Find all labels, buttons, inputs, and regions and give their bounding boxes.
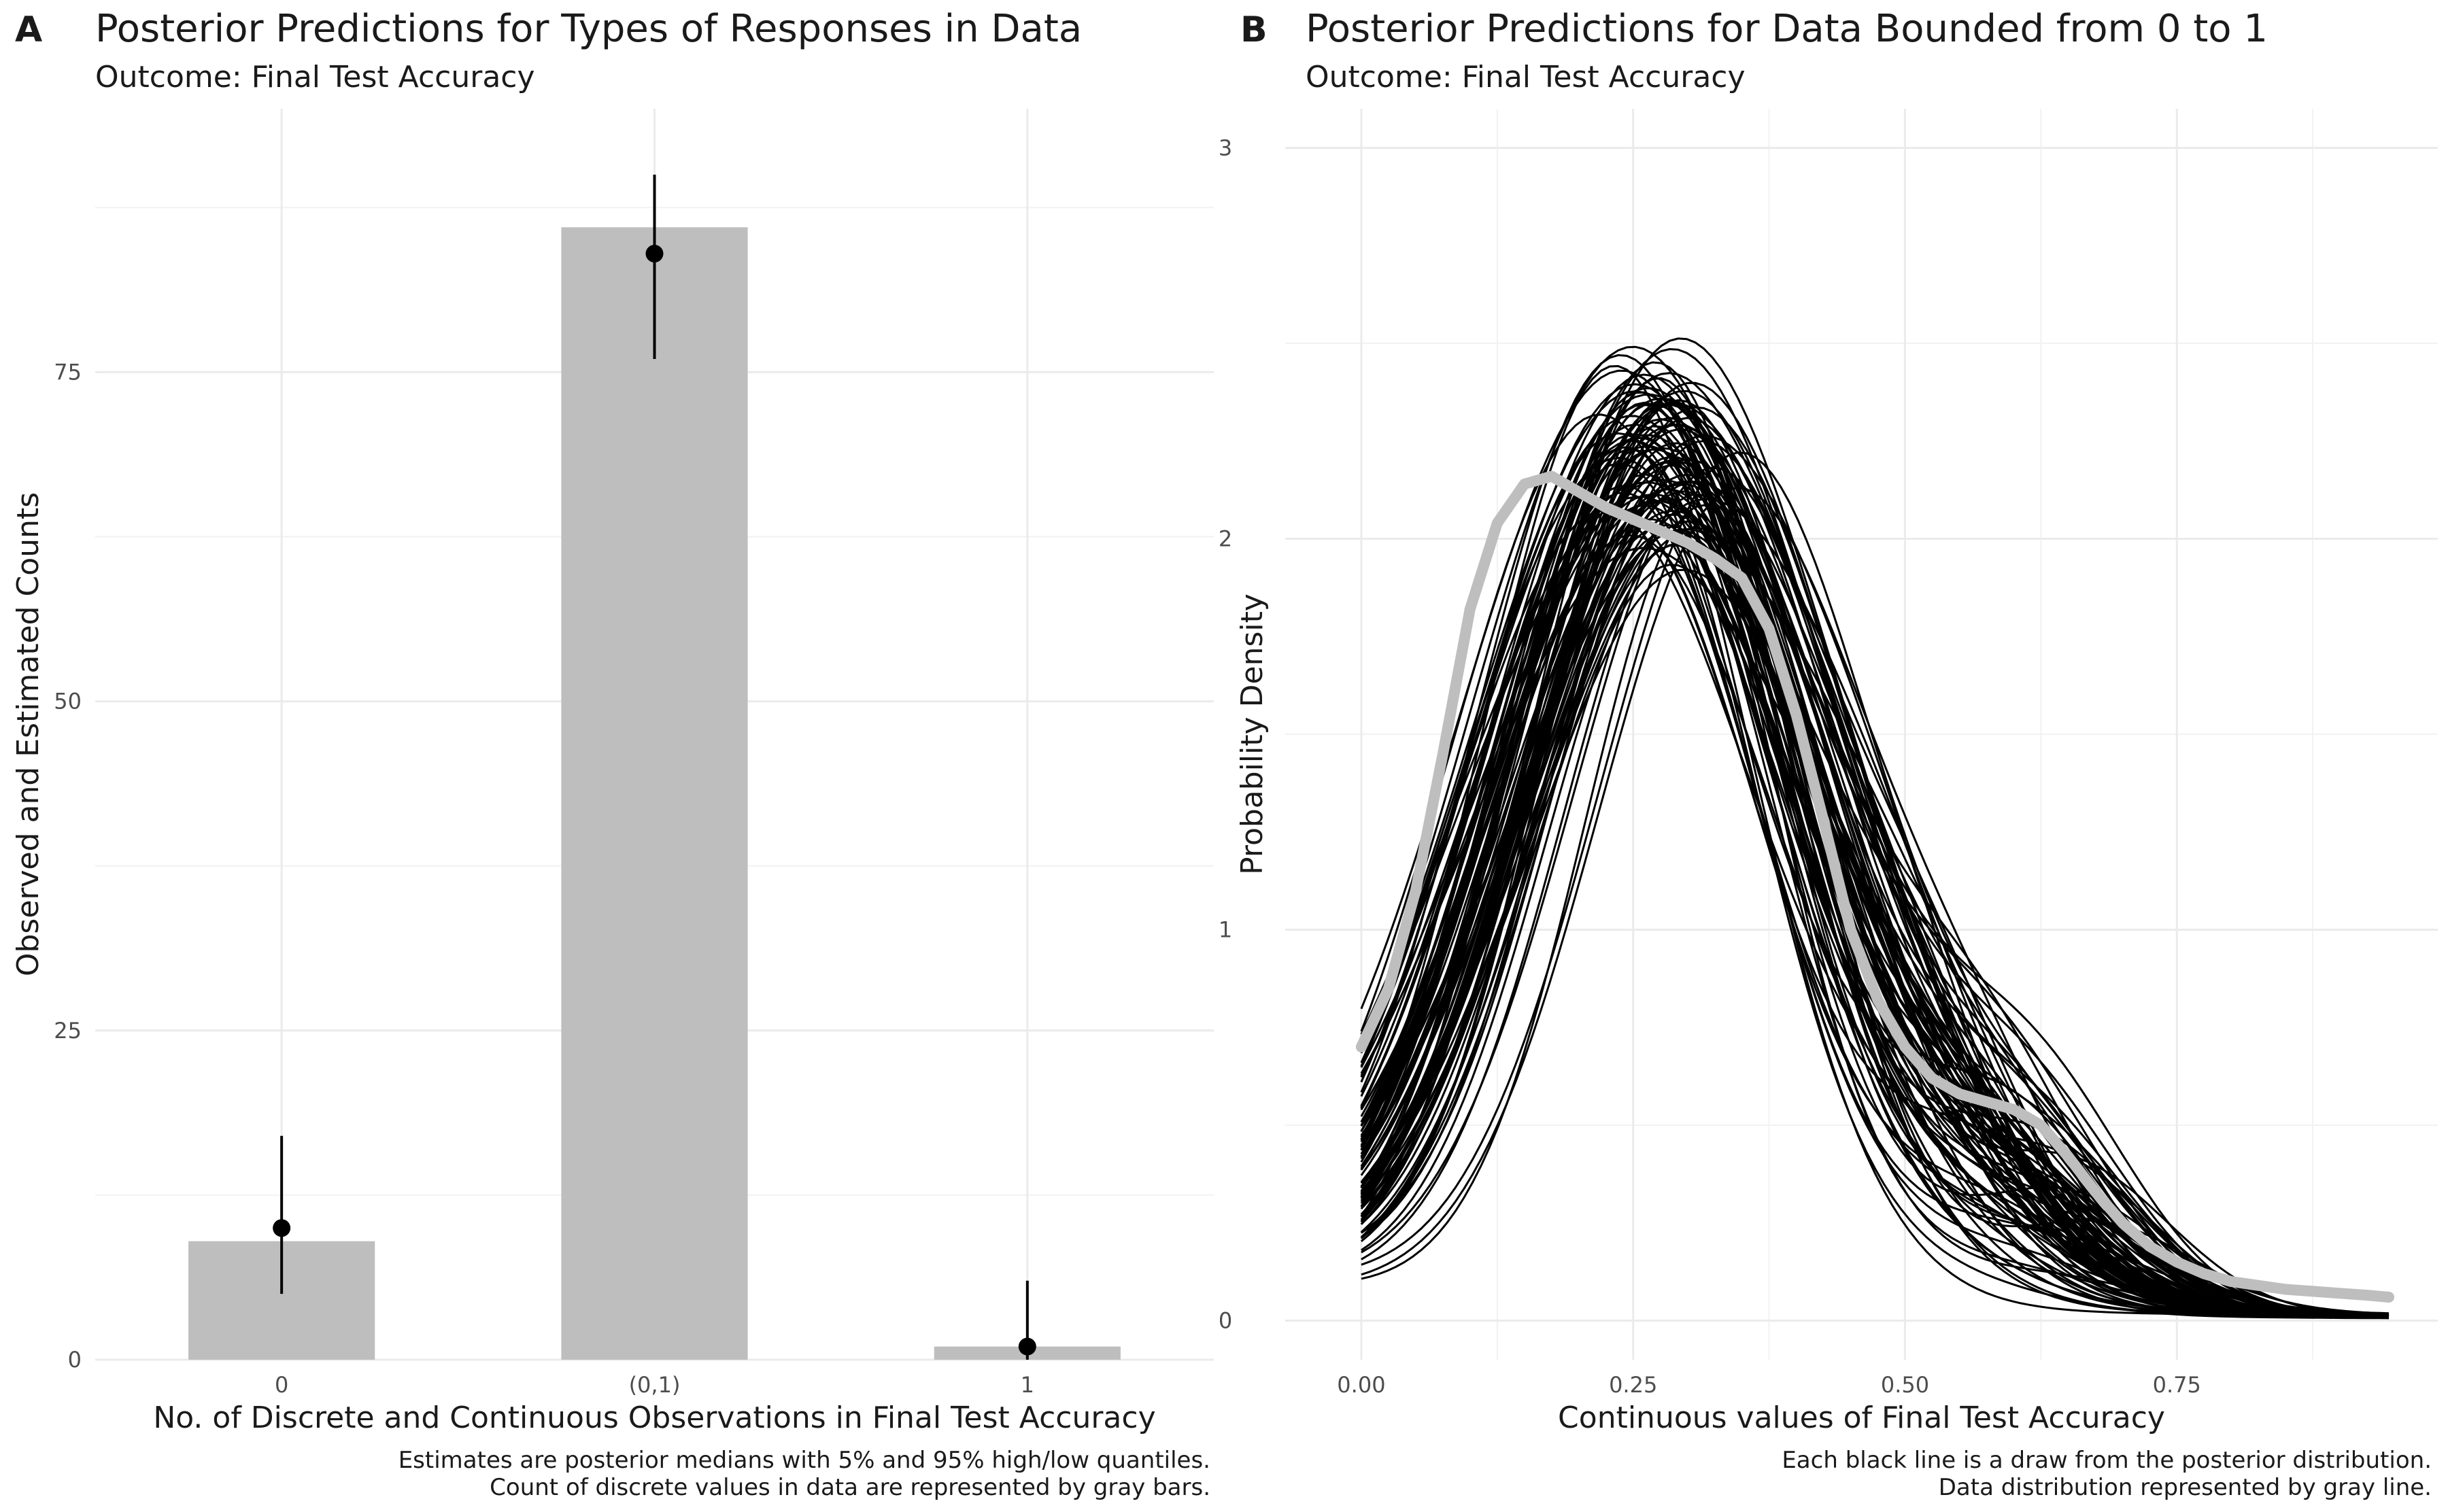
y-tick-label: 0 bbox=[68, 1347, 82, 1373]
estimate-point bbox=[273, 1219, 291, 1237]
panel-b-caption: Each black line is a draw from the poste… bbox=[1782, 1447, 2432, 1501]
posterior-draw-line bbox=[1360, 424, 2390, 1315]
posterior-draw-line bbox=[1360, 520, 2390, 1318]
grid bbox=[1285, 109, 2438, 1360]
estimate-point bbox=[645, 245, 664, 263]
posterior-draw-line bbox=[1361, 486, 2390, 1318]
x-tick-label: 0 bbox=[275, 1372, 288, 1398]
x-tick-label: (0,1) bbox=[629, 1372, 681, 1398]
observed-density-line bbox=[1355, 470, 2394, 1303]
y-tick-label: 75 bbox=[54, 359, 82, 385]
posterior-draw-line bbox=[1360, 447, 2390, 1318]
posterior-draw-line bbox=[1360, 440, 2390, 1318]
y-axis-title: Observed and Estimated Counts bbox=[11, 492, 46, 976]
x-tick-label: 0.25 bbox=[1609, 1372, 1657, 1398]
posterior-draw-line bbox=[1360, 402, 2390, 1316]
y-tick-label: 25 bbox=[54, 1018, 82, 1044]
caption-line-2: Data distribution represented by gray li… bbox=[1938, 1474, 2432, 1501]
caption-line-2: Count of discrete values in data are rep… bbox=[490, 1474, 1210, 1501]
x-tick-label: 0.75 bbox=[2153, 1372, 2201, 1398]
panel-b-title: Posterior Predictions for Data Bounded f… bbox=[1306, 7, 2268, 51]
posterior-draw-line bbox=[1360, 397, 2390, 1316]
y-tick-label: 2 bbox=[1219, 526, 1232, 552]
bar bbox=[561, 227, 748, 1360]
density-chart: 0.00 0.25 0.50 0.75 0 1 2 3 Continuous values of… bbox=[1219, 109, 2438, 1435]
posterior-draws bbox=[1360, 337, 2390, 1320]
panel-b-subtitle: Outcome: Final Test Accuracy bbox=[1306, 60, 1746, 94]
posterior-draw-line bbox=[1360, 373, 2390, 1318]
x-axis-title: No. of Discrete and Continuous Observati… bbox=[153, 1401, 1155, 1435]
y-tick-label: 50 bbox=[54, 689, 82, 715]
panel-b: B Posterior Predictions for Data Bounded… bbox=[1219, 0, 2448, 1512]
y-axis-title: Probability Density bbox=[1235, 594, 1270, 875]
posterior-draw-line bbox=[1360, 377, 2390, 1317]
panel-a-subtitle: Outcome: Final Test Accuracy bbox=[95, 60, 535, 94]
caption-line-1: Estimates are posterior medians with 5% … bbox=[398, 1447, 1210, 1474]
panel-a-caption: Estimates are posterior medians with 5% … bbox=[398, 1447, 1210, 1501]
x-axis-title: Continuous values of Final Test Accuracy bbox=[1558, 1401, 2165, 1435]
posterior-draw-line bbox=[1360, 383, 2390, 1317]
panel-b-tag: B bbox=[1240, 10, 1268, 50]
x-tick-label: 0.50 bbox=[1881, 1372, 1929, 1398]
x-tick-label: 1 bbox=[1021, 1372, 1034, 1398]
estimate-point bbox=[1018, 1337, 1036, 1356]
caption-line-1: Each black line is a draw from the poste… bbox=[1782, 1447, 2432, 1474]
x-tick-label: 0.00 bbox=[1337, 1372, 1385, 1398]
bar-chart: 0 25 50 75 0 (0,1) 1 No. of Discrete and Contin… bbox=[11, 109, 1214, 1435]
panel-a-title: Posterior Predictions for Types of Respo… bbox=[95, 7, 1083, 51]
panel-a: A Posterior Predictions for Types of Res… bbox=[11, 7, 1214, 1501]
posterior-draw-line bbox=[1360, 398, 2390, 1317]
y-tick-label: 0 bbox=[1219, 1308, 1232, 1334]
panel-a-tag: A bbox=[15, 10, 43, 50]
y-tick-label: 1 bbox=[1219, 917, 1232, 943]
y-tick-label: 3 bbox=[1219, 135, 1232, 161]
